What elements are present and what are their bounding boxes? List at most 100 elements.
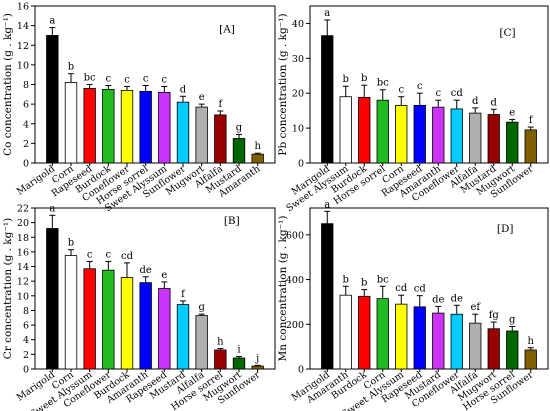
significance-letter: fg: [489, 310, 500, 321]
significance-letter: h: [217, 337, 224, 348]
significance-letter: a: [49, 203, 55, 214]
bar: [506, 121, 519, 164]
bar: [395, 105, 408, 164]
significance-letter: b: [343, 74, 349, 85]
significance-letter: cd: [395, 283, 408, 294]
y-tick-label: 12: [17, 277, 29, 288]
bar: [195, 315, 208, 370]
significance-letter: e: [509, 107, 515, 118]
panel-label: [B]: [224, 215, 240, 227]
bar: [176, 304, 190, 370]
significance-letter: e: [161, 270, 167, 281]
bar: [46, 35, 59, 164]
bar: [432, 312, 445, 370]
bar: [64, 82, 78, 164]
significance-letter: c: [398, 85, 404, 96]
bar: [120, 89, 134, 164]
bar: [232, 357, 246, 370]
significance-letter: g: [509, 315, 516, 326]
significance-letter: j: [255, 353, 259, 364]
significance-letter: g: [198, 302, 205, 313]
bar: [524, 349, 537, 370]
y-tick-label: 200: [286, 320, 304, 331]
y-tick-label: 10: [17, 60, 29, 71]
y-tick-label: 6: [23, 321, 29, 332]
y-tick-label: 0: [298, 159, 304, 170]
y-tick-label: 12: [17, 41, 29, 52]
y-tick-label: 2: [23, 139, 29, 150]
significance-letter: g: [236, 123, 243, 134]
bar: [376, 99, 389, 164]
y-tick-label: 400: [286, 275, 304, 286]
significance-letter: d: [180, 84, 187, 95]
y-axis-label: Co concentration (g . kg⁻¹): [2, 13, 14, 156]
bar: [83, 88, 96, 164]
significance-letter: b: [68, 62, 74, 73]
y-axis-label: Pb concentration (g . kg⁻¹): [277, 13, 289, 155]
significance-letter: d: [472, 96, 479, 107]
bar: [339, 96, 352, 164]
significance-letter: b: [361, 278, 367, 289]
bar: [232, 138, 246, 164]
y-tick-label: 8: [23, 306, 29, 317]
significance-letter: c: [106, 73, 112, 84]
y-tick-label: 14: [17, 21, 29, 32]
bar: [487, 328, 500, 370]
significance-letter: a: [324, 199, 330, 210]
panel-label: [A]: [219, 24, 235, 36]
y-tick-label: 4: [23, 335, 29, 346]
significance-letter: e: [199, 92, 205, 103]
significance-letter: f: [529, 115, 534, 126]
bar: [358, 295, 371, 370]
plot-frame: [34, 207, 276, 370]
y-tick-label: 14: [17, 262, 29, 273]
bar: [120, 277, 134, 370]
y-tick-label: 18: [17, 233, 29, 244]
bar: [195, 106, 208, 164]
significance-letter: b: [343, 274, 349, 285]
y-tick-label: 8: [23, 80, 29, 91]
plot-frame: [309, 5, 549, 164]
bar: [214, 114, 227, 164]
significance-letter: c: [87, 249, 93, 260]
significance-letter: b: [361, 73, 367, 84]
y-tick-label: 30: [292, 54, 304, 65]
y-tick-label: 4: [23, 119, 29, 130]
significance-letter: a: [324, 8, 330, 19]
significance-letter: c: [124, 74, 130, 85]
y-tick-label: 22: [17, 204, 29, 215]
bar: [413, 306, 426, 370]
significance-letter: h: [254, 141, 261, 152]
bar: [450, 313, 463, 370]
bar: [176, 101, 190, 164]
bar: [524, 129, 537, 164]
bar: [139, 90, 152, 164]
bar: [214, 349, 227, 370]
bar: [139, 282, 152, 370]
bar: [376, 298, 389, 370]
significance-letter: cd: [414, 284, 427, 295]
bar: [469, 112, 482, 164]
significance-letter: c: [417, 81, 423, 92]
y-tick-label: 600: [286, 230, 304, 241]
significance-letter: cd: [451, 88, 464, 99]
bar: [158, 288, 171, 370]
significance-letter: i: [237, 345, 240, 356]
significance-letter: d: [491, 97, 498, 108]
bar: [46, 228, 59, 370]
significance-letter: bc: [377, 78, 389, 89]
significance-letter: a: [49, 16, 55, 27]
bar: [450, 108, 463, 164]
bar: [506, 330, 519, 370]
panel-label: [C]: [499, 27, 515, 39]
significance-letter: de: [451, 293, 463, 304]
significance-letter: c: [162, 74, 168, 85]
significance-letter: de: [432, 294, 444, 305]
significance-letter: c: [106, 249, 112, 260]
bar: [251, 365, 264, 370]
significance-letter: bc: [84, 73, 96, 84]
